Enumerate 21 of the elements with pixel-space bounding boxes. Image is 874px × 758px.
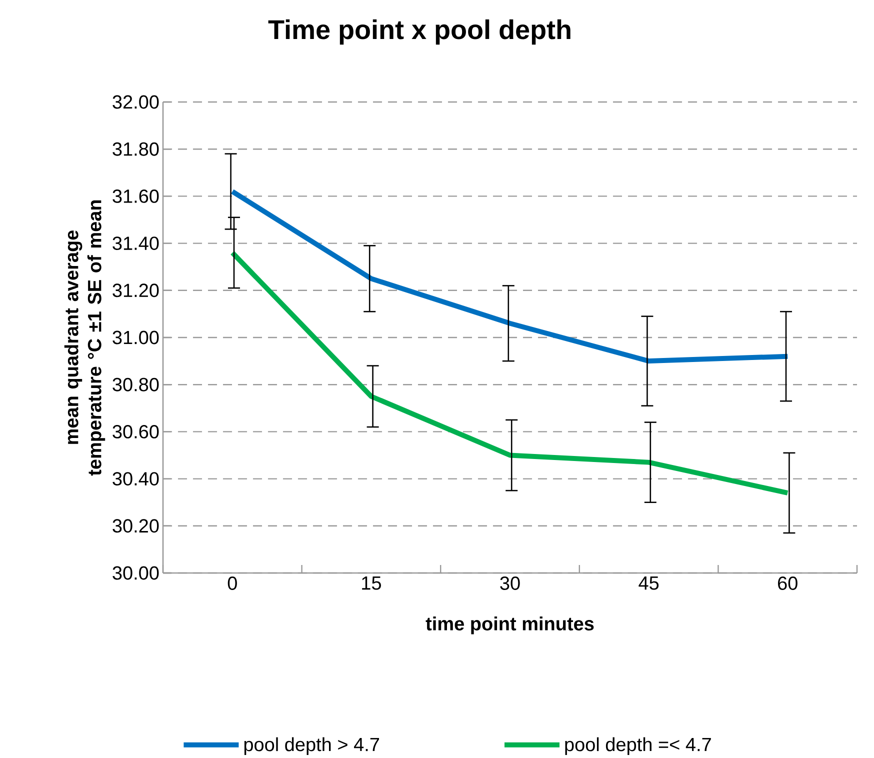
legend-label: pool depth > 4.7: [244, 737, 380, 755]
y-tick-label: 30.40: [112, 472, 159, 486]
y-tick-label: 31.40: [112, 236, 159, 250]
y-tick-label: 30.20: [112, 519, 159, 533]
x-tick-label: 45: [638, 576, 659, 590]
chart-title: Time point x pool depth: [268, 19, 570, 45]
y-tick-label: 31.00: [112, 330, 159, 344]
y-tick-label: 31.80: [112, 142, 159, 156]
y-tick-label: 31.20: [112, 284, 159, 298]
x-tick-label: 60: [778, 576, 798, 590]
x-tick-label: 30: [500, 576, 520, 590]
x-tick-label: 15: [362, 576, 381, 590]
y-tick-label: 30.00: [112, 566, 159, 580]
y-tick-label: 31.60: [112, 189, 159, 203]
y-tick-label: 32.00: [112, 95, 159, 109]
y-tick-label: 30.80: [112, 378, 159, 392]
y-axis-title: mean quadrant average temperature °C ±1 SE of mean: [64, 200, 106, 476]
x-tick-label: 0: [228, 576, 237, 590]
y-tick-label: 30.60: [112, 424, 159, 438]
x-axis-title: time point minutes: [426, 616, 594, 634]
legend-label: pool depth =< 4.7: [565, 737, 711, 755]
